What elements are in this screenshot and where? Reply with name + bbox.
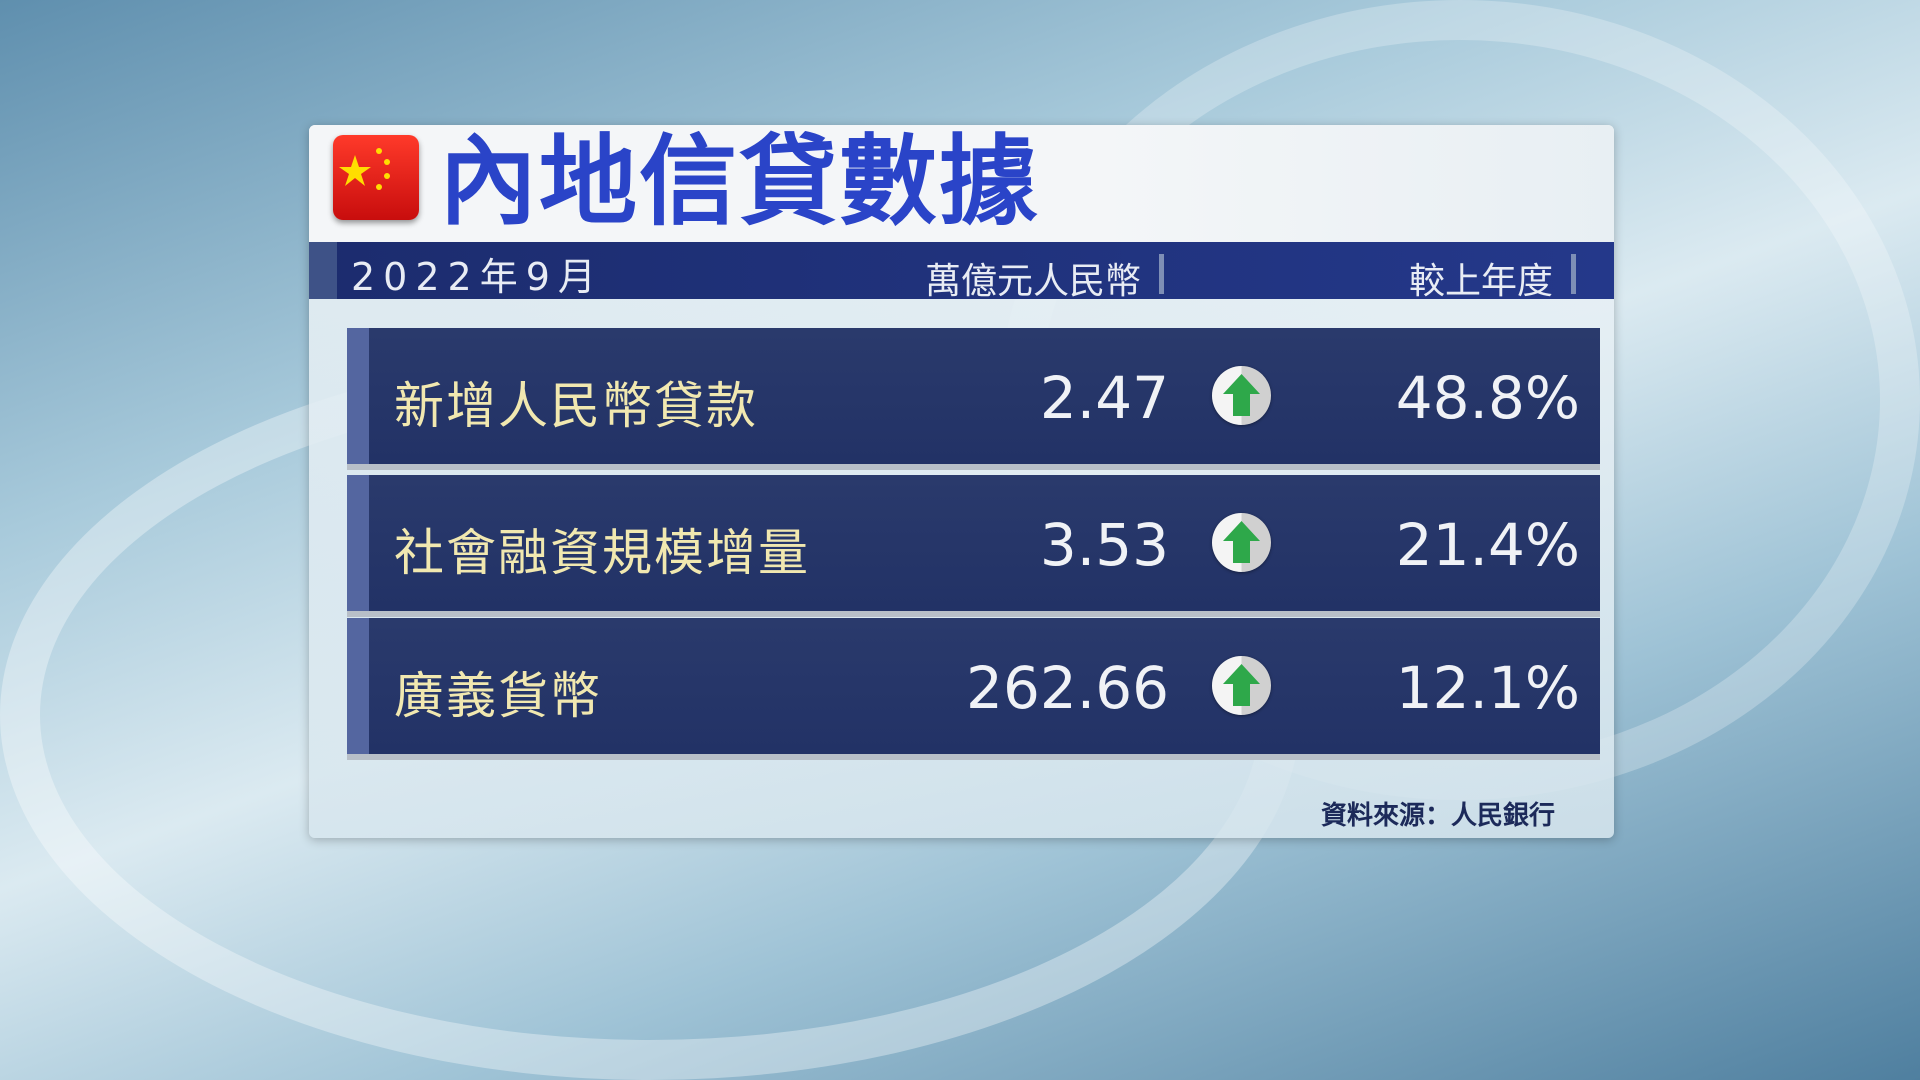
- row-label: 廣義貨幣: [394, 667, 602, 725]
- table-row: 廣義貨幣 262.66 12.1%: [347, 618, 1600, 760]
- header-bar: 2022年9月 萬億元人民幣 較上年度: [309, 242, 1614, 302]
- row-value: 2.47: [1039, 364, 1169, 432]
- divider: [1159, 254, 1164, 294]
- row-stripe: [347, 475, 369, 611]
- divider: [1571, 254, 1576, 294]
- row-change: 21.4%: [1395, 511, 1580, 579]
- source-note: 資料來源：人民銀行: [1320, 801, 1555, 831]
- up-arrow-icon: [1212, 656, 1271, 715]
- row-stripe: [347, 328, 369, 464]
- row-change: 12.1%: [1395, 654, 1580, 722]
- table-row: 新增人民幣貸款 2.47 48.8%: [347, 328, 1600, 470]
- up-arrow-icon: [1212, 366, 1271, 425]
- china-flag-icon: [333, 135, 419, 220]
- table-row: 社會融資規模增量 3.53 21.4%: [347, 475, 1600, 617]
- row-value: 262.66: [966, 654, 1169, 722]
- title-band: 內地信貸數據: [309, 125, 1614, 242]
- row-change: 48.8%: [1395, 364, 1580, 432]
- change-label: 較上年度: [1408, 261, 1553, 302]
- header-cap: [309, 242, 337, 299]
- page-title: 內地信貸數據: [439, 125, 1040, 239]
- info-panel: 內地信貸數據 2022年9月 萬億元人民幣 較上年度 新增人民幣貸款 2.47 …: [309, 125, 1614, 838]
- row-label: 社會融資規模增量: [394, 524, 810, 582]
- row-label: 新增人民幣貸款: [394, 377, 758, 435]
- up-arrow-icon: [1212, 513, 1271, 572]
- date-label: 2022年9月: [351, 255, 604, 299]
- unit-label: 萬億元人民幣: [924, 261, 1141, 302]
- row-stripe: [347, 618, 369, 754]
- row-value: 3.53: [1039, 511, 1169, 579]
